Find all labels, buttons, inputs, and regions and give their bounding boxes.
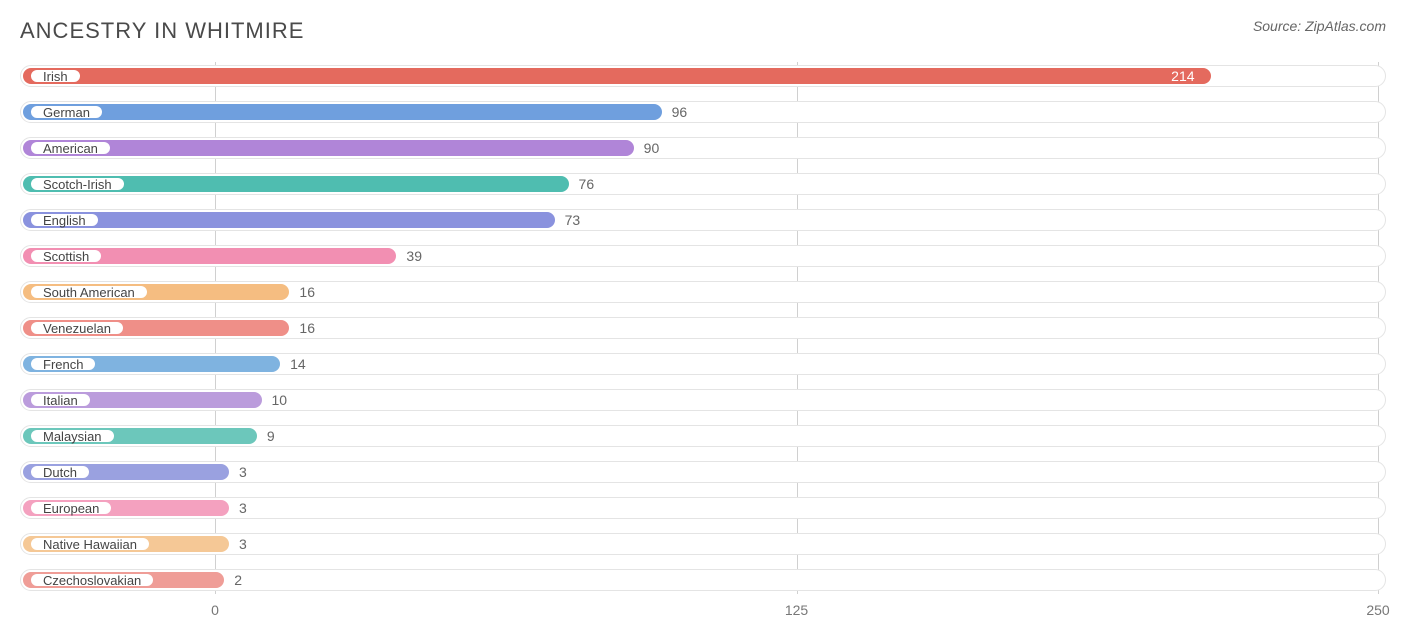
bar-row: Czechoslovakian 2: [20, 566, 1386, 594]
bar-track: [20, 569, 1386, 591]
chart-source: Source: ZipAtlas.com: [1253, 18, 1386, 34]
bar-fill: [23, 104, 662, 120]
bar-label-pill: Italian: [29, 392, 92, 408]
x-tick: 0: [211, 602, 219, 618]
bar-label-pill: Malaysian: [29, 428, 116, 444]
chart-header: ANCESTRY IN WHITMIRE Source: ZipAtlas.co…: [20, 18, 1386, 44]
bar-value: 73: [565, 212, 581, 228]
bar-value: 2: [234, 572, 242, 588]
bar-row: European 3: [20, 494, 1386, 522]
bar-value: 214: [1171, 68, 1194, 84]
bar-label-pill: French: [29, 356, 97, 372]
bar-row: Venezuelan 16: [20, 314, 1386, 342]
bar-value: 39: [406, 248, 422, 264]
bar-label-pill: American: [29, 140, 112, 156]
bar-fill: [23, 140, 634, 156]
bar-label-pill: Native Hawaiian: [29, 536, 151, 552]
bar-value: 90: [644, 140, 660, 156]
bar-row: Irish 214: [20, 62, 1386, 90]
bar-fill: [23, 212, 555, 228]
bar-label-pill: Czechoslovakian: [29, 572, 155, 588]
bar-fill: [23, 68, 1211, 84]
bar-value: 14: [290, 356, 306, 372]
bar-row: Native Hawaiian 3: [20, 530, 1386, 558]
bar-row: German 96: [20, 98, 1386, 126]
bar-value: 3: [239, 500, 247, 516]
bar-label-pill: Dutch: [29, 464, 91, 480]
bar-rows: Irish214German96American90Scotch-Irish76…: [20, 62, 1386, 594]
bar-value: 96: [672, 104, 688, 120]
bar-row: Scotch-Irish 76: [20, 170, 1386, 198]
bar-value: 10: [272, 392, 288, 408]
bar-value: 3: [239, 536, 247, 552]
bar-row: South American 16: [20, 278, 1386, 306]
bar-label-pill: English: [29, 212, 100, 228]
bar-label-pill: Scottish: [29, 248, 103, 264]
bar-row: American 90: [20, 134, 1386, 162]
bar-label-pill: Venezuelan: [29, 320, 125, 336]
bar-label-pill: Irish: [29, 68, 82, 84]
ancestry-bar-chart: Irish214German96American90Scotch-Irish76…: [20, 62, 1386, 632]
bar-label-pill: German: [29, 104, 104, 120]
bar-label-pill: Scotch-Irish: [29, 176, 126, 192]
x-tick: 125: [785, 602, 808, 618]
bar-value: 76: [579, 176, 595, 192]
chart-title: ANCESTRY IN WHITMIRE: [20, 18, 304, 44]
x-axis: 0 125 250: [20, 602, 1386, 632]
bar-row: English 73: [20, 206, 1386, 234]
bar-label-pill: South American: [29, 284, 149, 300]
bar-value: 16: [299, 284, 315, 300]
bar-row: French 14: [20, 350, 1386, 378]
bar-row: Scottish 39: [20, 242, 1386, 270]
bar-value: 3: [239, 464, 247, 480]
bar-row: Italian 10: [20, 386, 1386, 414]
bar-row: Dutch 3: [20, 458, 1386, 486]
bar-label-pill: European: [29, 500, 113, 516]
bar-value: 16: [299, 320, 315, 336]
x-tick: 250: [1366, 602, 1389, 618]
bar-row: Malaysian 9: [20, 422, 1386, 450]
bar-value: 9: [267, 428, 275, 444]
